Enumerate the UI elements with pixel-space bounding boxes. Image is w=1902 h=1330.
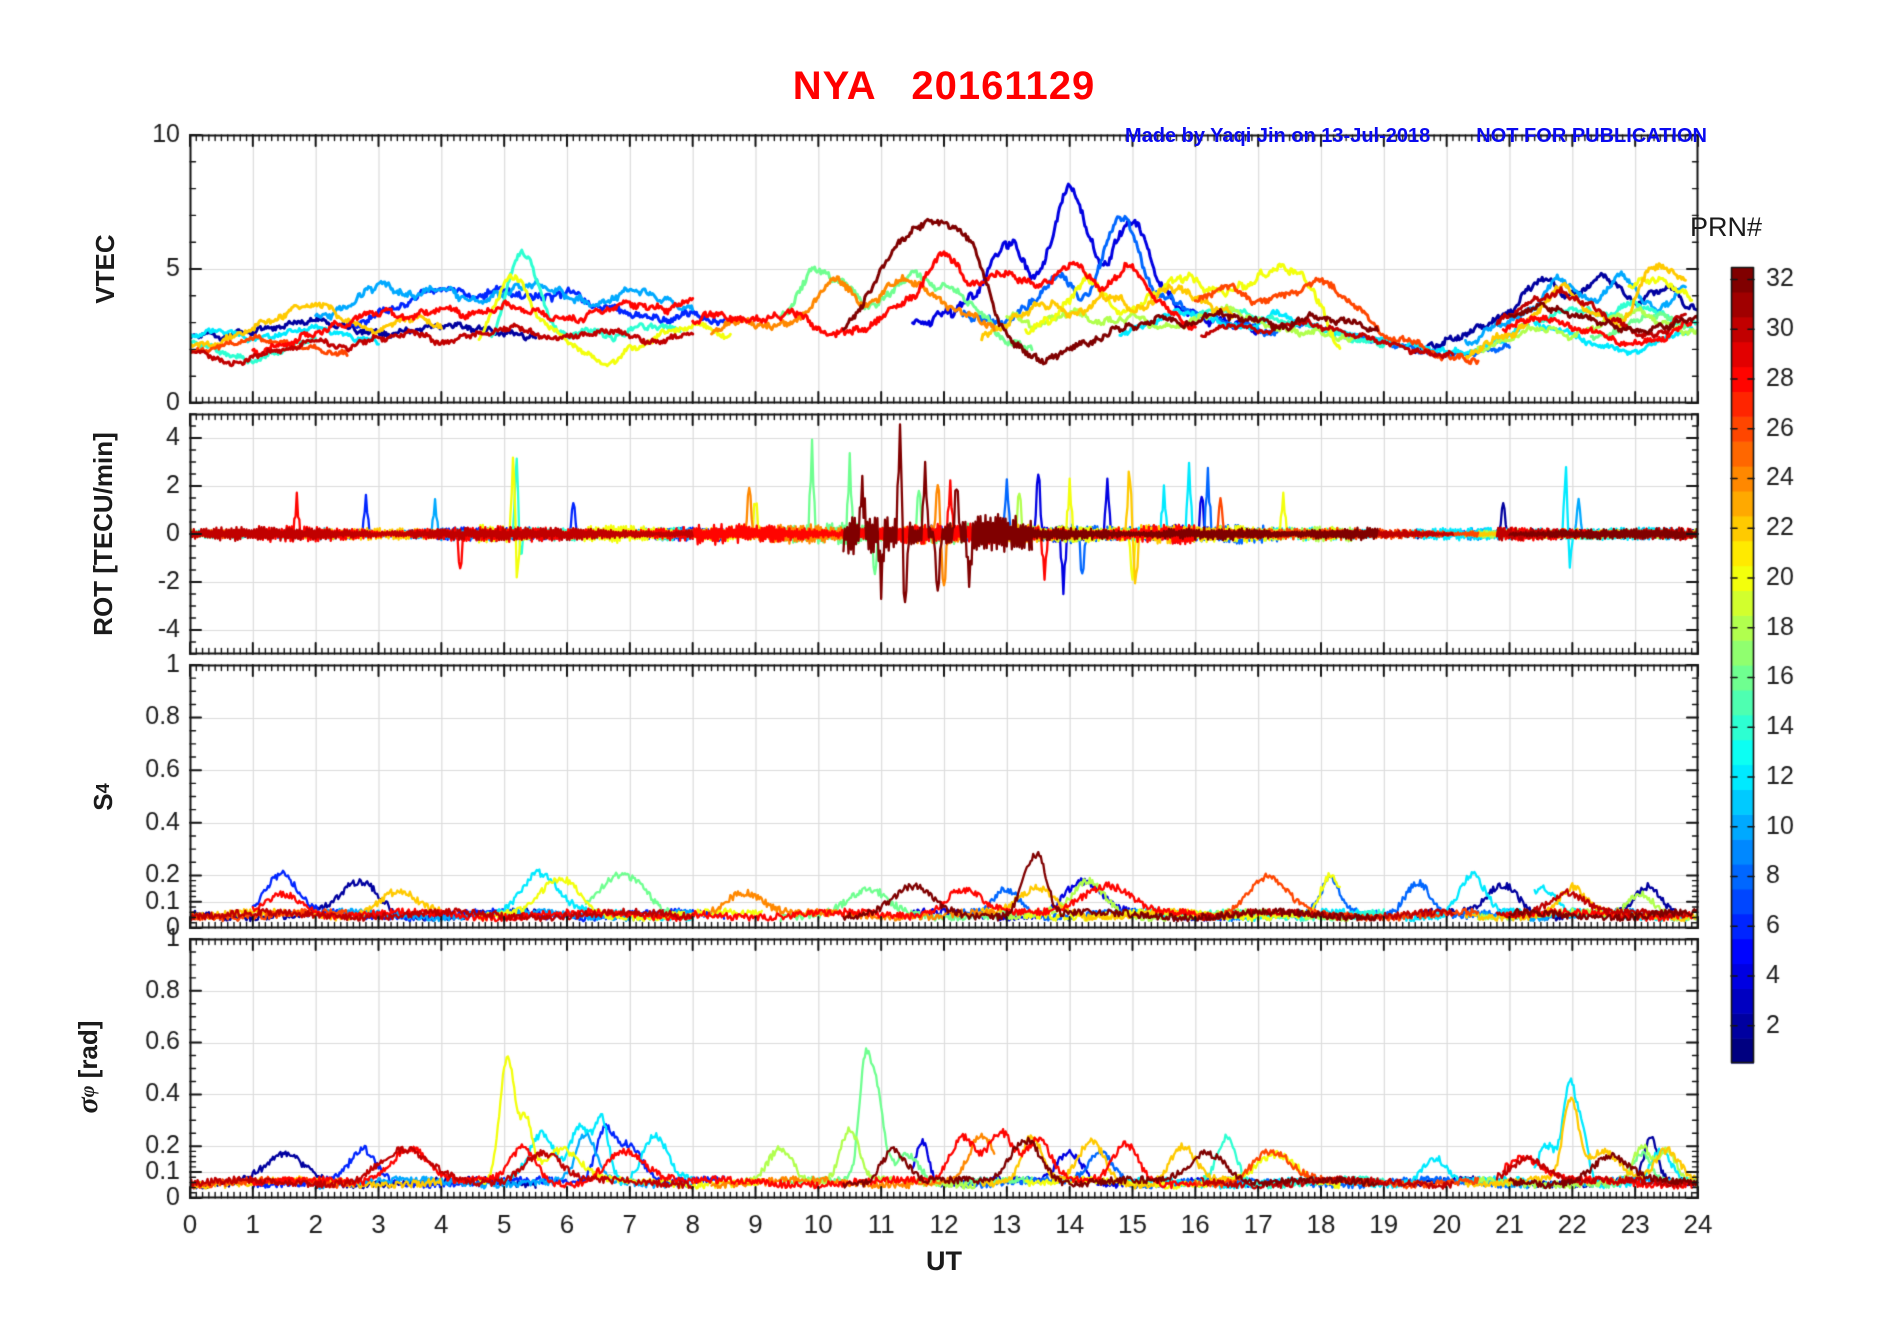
colorbar-title-prn: PRN#: [1690, 212, 1763, 242]
watermark-made-by: Made by Yaqi Jin on 13-Jul-2018: [1124, 125, 1431, 147]
y-axis-label-s4-main: S: [87, 793, 118, 811]
y-axis-label-vtec: VTEC: [83, 119, 127, 419]
y-axis-label-sigma-units: [rad]: [72, 1020, 103, 1086]
page-title: NYA 20161129: [792, 64, 1096, 108]
watermark-not-for-publication: NOT FOR PUBLICATION: [1476, 125, 1707, 147]
x-axis-label-ut: UT: [926, 1246, 962, 1276]
y-axis-label-rot-text: ROT [TECU/min]: [87, 432, 118, 636]
y-axis-label-rot: ROT [TECU/min]: [81, 384, 125, 684]
watermark-note: Made by Yaqi Jin on 13-Jul-2018 NOT FOR P…: [190, 102, 1707, 171]
y-axis-label-vtec-text: VTEC: [89, 234, 120, 304]
y-axis-label-sigma-main: σ: [71, 1097, 104, 1114]
